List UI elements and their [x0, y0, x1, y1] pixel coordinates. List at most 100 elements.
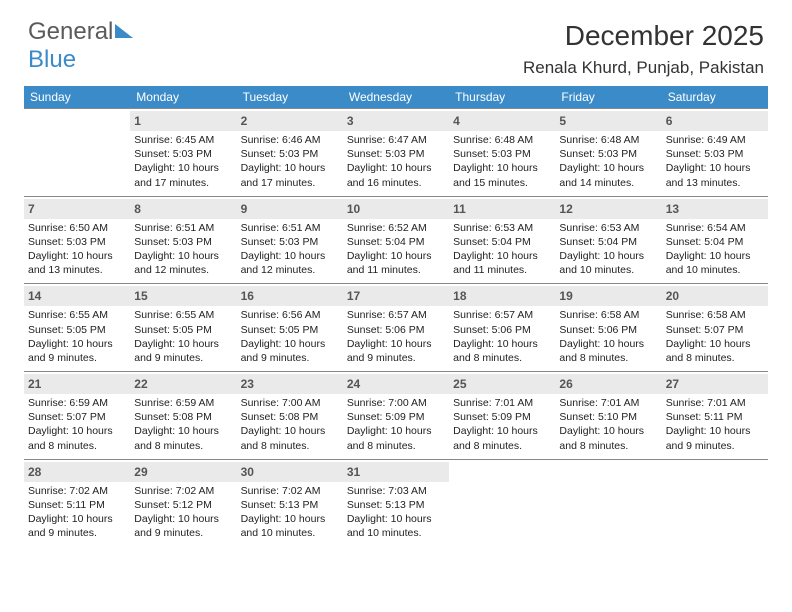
- day-number: 7: [28, 202, 35, 216]
- day-number: 12: [559, 202, 572, 216]
- daynum-row: 20: [662, 286, 768, 306]
- day-cell-6: 6 Sunrise: 6:49 AMSunset: 5:03 PMDaylight…: [662, 108, 768, 196]
- day-number: 14: [28, 289, 41, 303]
- day-cell-28: 28Sunrise: 7:02 AMSunset: 5:11 PMDayligh…: [24, 459, 130, 547]
- day-number: 23: [241, 377, 254, 391]
- daynum-row: 6: [662, 111, 768, 131]
- day-cell-21: 21 Sunrise: 6:59 AMSunset: 5:07 PMDayligh…: [24, 371, 130, 459]
- daynum-row: 10: [343, 199, 449, 219]
- dayhead-saturday: Saturday: [662, 86, 768, 108]
- day-number: 25: [453, 377, 466, 391]
- daynum-row: 31: [343, 462, 449, 482]
- day-details: Sunrise: 6:58 AMSunset: 5:06 PMDaylight:…: [559, 308, 657, 365]
- daynum-row: 28: [24, 462, 130, 482]
- day-details: Sunrise: 7:02 AMSunset: 5:12 PMDaylight:…: [134, 484, 232, 541]
- day-cell-4: 4Sunrise: 6:48 AMSunset: 5:03 PMDaylight…: [449, 108, 555, 196]
- day-cell-18: 18 Sunrise: 6:57 AMSunset: 5:06 PMDayligh…: [449, 283, 555, 371]
- day-cell-3: 3 Sunrise: 6:47 AMSunset: 5:03 PMDaylight…: [343, 108, 449, 196]
- day-cell-empty: [662, 459, 768, 547]
- day-cell-empty: [449, 459, 555, 547]
- day-number: 26: [559, 377, 572, 391]
- day-cell-empty: [24, 108, 130, 196]
- daynum-row: 30: [237, 462, 343, 482]
- page-title: December 2025: [565, 20, 764, 52]
- day-number: 3: [347, 114, 354, 128]
- day-details: Sunrise: 6:46 AMSunset: 5:03 PMDaylight:…: [241, 133, 339, 190]
- daynum-row: 7: [24, 199, 130, 219]
- day-details: Sunrise: 6:51 AMSunset: 5:03 PMDaylight:…: [241, 221, 339, 278]
- day-number: 16: [241, 289, 254, 303]
- day-details: Sunrise: 6:53 AMSunset: 5:04 PMDaylight:…: [453, 221, 551, 278]
- dayhead-sunday: Sunday: [24, 86, 130, 108]
- day-cell-14: 14Sunrise: 6:55 AMSunset: 5:05 PMDayligh…: [24, 283, 130, 371]
- day-cell-15: 15Sunrise: 6:55 AMSunset: 5:05 PMDayligh…: [130, 283, 236, 371]
- day-cell-23: 23 Sunrise: 7:00 AMSunset: 5:08 PMDayligh…: [237, 371, 343, 459]
- day-cell-9: 9 Sunrise: 6:51 AMSunset: 5:03 PMDaylight…: [237, 196, 343, 284]
- day-details: Sunrise: 6:56 AMSunset: 5:05 PMDaylight:…: [241, 308, 339, 365]
- daynum-row: 9: [237, 199, 343, 219]
- daynum-row: 26: [555, 374, 661, 394]
- daynum-row: 25: [449, 374, 555, 394]
- day-cell-22: 22 Sunrise: 6:59 AMSunset: 5:08 PMDayligh…: [130, 371, 236, 459]
- day-details: Sunrise: 6:45 AMSunset: 5:03 PMDaylight:…: [134, 133, 232, 190]
- day-details: Sunrise: 6:47 AMSunset: 5:03 PMDaylight:…: [347, 133, 445, 190]
- day-cell-2: 2Sunrise: 6:46 AMSunset: 5:03 PMDaylight…: [237, 108, 343, 196]
- day-number: 20: [666, 289, 679, 303]
- day-details: Sunrise: 7:01 AMSunset: 5:09 PMDaylight:…: [453, 396, 551, 453]
- day-number: 4: [453, 114, 460, 128]
- day-number: 31: [347, 465, 360, 479]
- day-number: 1: [134, 114, 141, 128]
- daynum-row: 2: [237, 111, 343, 131]
- daynum-row: 23: [237, 374, 343, 394]
- day-number: 15: [134, 289, 147, 303]
- day-cell-8: 8Sunrise: 6:51 AMSunset: 5:03 PMDaylight…: [130, 196, 236, 284]
- day-number: 19: [559, 289, 572, 303]
- day-cell-29: 29 Sunrise: 7:02 AMSunset: 5:12 PMDayligh…: [130, 459, 236, 547]
- day-number: 9: [241, 202, 248, 216]
- day-details: Sunrise: 7:02 AMSunset: 5:13 PMDaylight:…: [241, 484, 339, 541]
- day-details: Sunrise: 6:59 AMSunset: 5:07 PMDaylight:…: [28, 396, 126, 453]
- daynum-row: 21: [24, 374, 130, 394]
- daynum-row: 11: [449, 199, 555, 219]
- day-details: Sunrise: 6:50 AMSunset: 5:03 PMDaylight:…: [28, 221, 126, 278]
- daynum-row: 1: [130, 111, 236, 131]
- day-details: Sunrise: 6:48 AMSunset: 5:03 PMDaylight:…: [559, 133, 657, 190]
- day-cell-7: 7 Sunrise: 6:50 AMSunset: 5:03 PMDaylight…: [24, 196, 130, 284]
- day-details: Sunrise: 6:57 AMSunset: 5:06 PMDaylight:…: [453, 308, 551, 365]
- day-number: 22: [134, 377, 147, 391]
- day-details: Sunrise: 6:59 AMSunset: 5:08 PMDaylight:…: [134, 396, 232, 453]
- dayhead-thursday: Thursday: [449, 86, 555, 108]
- dayhead-monday: Monday: [130, 86, 236, 108]
- day-cell-27: 27 Sunrise: 7:01 AMSunset: 5:11 PMDayligh…: [662, 371, 768, 459]
- daynum-row: 8: [130, 199, 236, 219]
- daynum-row: 4: [449, 111, 555, 131]
- day-number: 18: [453, 289, 466, 303]
- day-cell-31: 31 Sunrise: 7:03 AMSunset: 5:13 PMDayligh…: [343, 459, 449, 547]
- day-details: Sunrise: 7:01 AMSunset: 5:11 PMDaylight:…: [666, 396, 764, 453]
- daynum-row: 3: [343, 111, 449, 131]
- calendar-grid: SundayMondayTuesdayWednesdayThursdayFrid…: [24, 86, 768, 546]
- day-cell-26: 26Sunrise: 7:01 AMSunset: 5:10 PMDayligh…: [555, 371, 661, 459]
- daynum-row: 19: [555, 286, 661, 306]
- day-cell-30: 30 Sunrise: 7:02 AMSunset: 5:13 PMDayligh…: [237, 459, 343, 547]
- daynum-row: 13: [662, 199, 768, 219]
- day-details: Sunrise: 6:58 AMSunset: 5:07 PMDaylight:…: [666, 308, 764, 365]
- daynum-row: 17: [343, 286, 449, 306]
- day-number: 27: [666, 377, 679, 391]
- day-details: Sunrise: 6:49 AMSunset: 5:03 PMDaylight:…: [666, 133, 764, 190]
- logo: General Blue: [28, 18, 133, 74]
- day-number: 5: [559, 114, 566, 128]
- day-number: 6: [666, 114, 673, 128]
- day-cell-25: 25 Sunrise: 7:01 AMSunset: 5:09 PMDayligh…: [449, 371, 555, 459]
- day-details: Sunrise: 7:00 AMSunset: 5:08 PMDaylight:…: [241, 396, 339, 453]
- day-details: Sunrise: 7:00 AMSunset: 5:09 PMDaylight:…: [347, 396, 445, 453]
- day-cell-20: 20 Sunrise: 6:58 AMSunset: 5:07 PMDayligh…: [662, 283, 768, 371]
- day-details: Sunrise: 7:03 AMSunset: 5:13 PMDaylight:…: [347, 484, 445, 541]
- dayhead-tuesday: Tuesday: [237, 86, 343, 108]
- day-cell-24: 24Sunrise: 7:00 AMSunset: 5:09 PMDayligh…: [343, 371, 449, 459]
- day-number: 29: [134, 465, 147, 479]
- day-number: 21: [28, 377, 41, 391]
- day-number: 30: [241, 465, 254, 479]
- daynum-row: 24: [343, 374, 449, 394]
- day-number: 11: [453, 202, 466, 216]
